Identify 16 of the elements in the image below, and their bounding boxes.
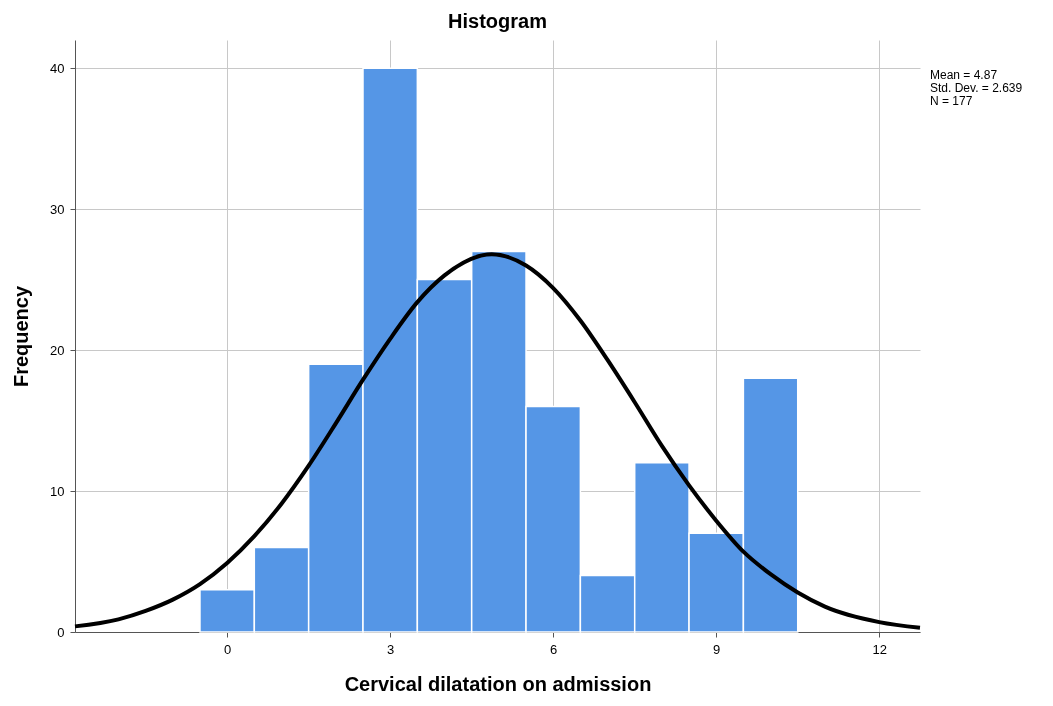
x-tick-label: 9 [713,641,721,657]
y-tick-label: 20 [50,342,65,358]
y-tick-label: 0 [57,624,65,640]
text: Mean = 4.87 [930,68,998,82]
x-tick-label: 6 [550,641,558,657]
x-tick-label: 0 [224,641,232,657]
text: N = 177 [930,94,973,108]
y-tick-label: 40 [50,60,65,76]
y-tick-label: 10 [50,483,65,499]
x-tick-label: 12 [872,641,887,657]
chart-title: Histogram [448,10,547,32]
text: Std. Dev. = 2.639 [930,81,1023,95]
x-tick-label: 3 [387,641,395,657]
y-axis-title: Frequency [10,285,33,388]
x-axis-title: Cervical dilatation on admission [344,672,652,695]
y-tick-label: 30 [50,201,65,217]
